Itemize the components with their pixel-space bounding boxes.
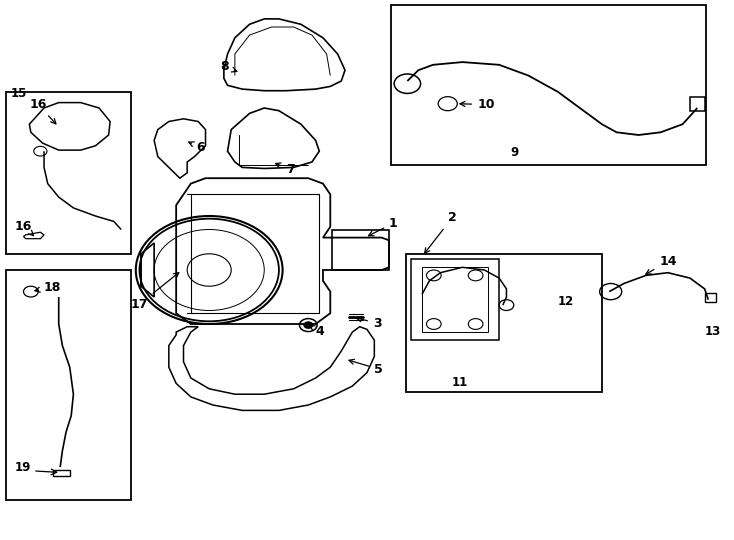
Text: 15: 15 xyxy=(11,87,27,100)
Text: 12: 12 xyxy=(558,295,574,308)
Text: 5: 5 xyxy=(349,359,383,376)
FancyBboxPatch shape xyxy=(6,92,131,254)
Text: 16: 16 xyxy=(15,219,34,235)
Text: 10: 10 xyxy=(460,98,495,111)
FancyBboxPatch shape xyxy=(391,5,706,165)
Text: 7: 7 xyxy=(275,163,295,176)
Text: 3: 3 xyxy=(357,316,382,330)
Text: 18: 18 xyxy=(35,280,62,294)
Text: 8: 8 xyxy=(220,60,237,73)
Text: 13: 13 xyxy=(705,325,721,338)
Text: 6: 6 xyxy=(189,141,206,154)
Text: 4: 4 xyxy=(310,325,324,338)
Text: 11: 11 xyxy=(451,376,468,389)
Text: 19: 19 xyxy=(15,461,31,474)
FancyBboxPatch shape xyxy=(6,270,131,500)
Text: 1: 1 xyxy=(368,217,398,236)
Text: 16: 16 xyxy=(29,98,56,124)
Circle shape xyxy=(304,322,313,328)
Text: 17: 17 xyxy=(131,273,179,311)
FancyBboxPatch shape xyxy=(406,254,602,392)
Text: 14: 14 xyxy=(646,254,677,274)
Text: 2: 2 xyxy=(424,211,457,253)
Text: 9: 9 xyxy=(510,145,518,159)
